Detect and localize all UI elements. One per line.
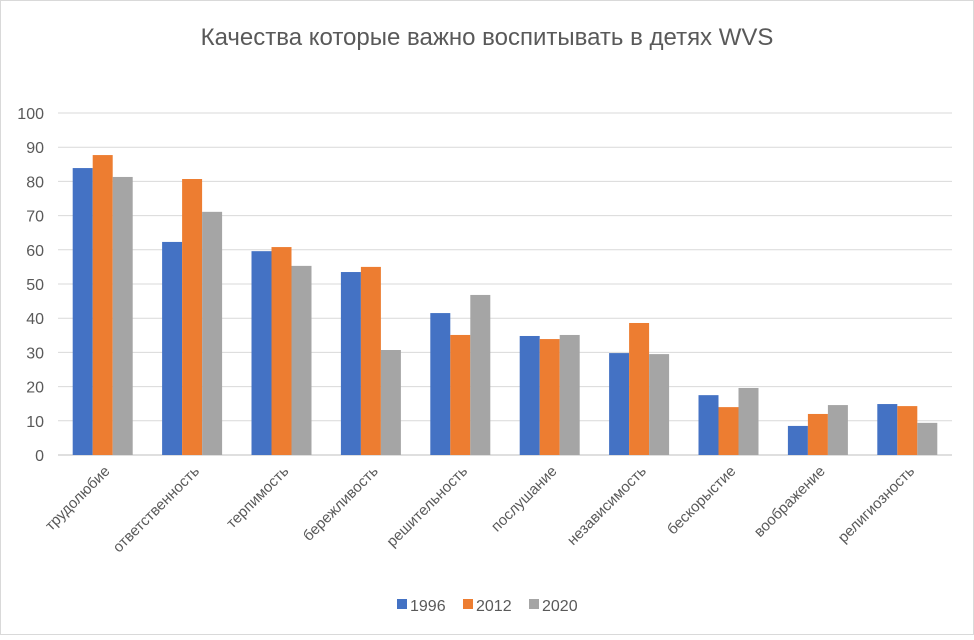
y-tick-label: 60: [26, 243, 44, 260]
bar-2012-3: [360, 266, 381, 455]
bar-1996-7: [698, 395, 719, 455]
y-tick-label: 80: [26, 174, 44, 191]
bar-1996-0: [72, 168, 93, 455]
bar-2020-2: [291, 265, 312, 455]
y-tick-label: 100: [17, 106, 44, 123]
bar-1996-6: [609, 353, 630, 455]
y-tick-label: 50: [26, 277, 44, 294]
y-tick-label: 70: [26, 209, 44, 226]
legend-swatch-2020: [529, 599, 539, 609]
bar-2012-9: [897, 406, 918, 455]
bar-2020-9: [917, 422, 938, 455]
y-tick-label: 40: [26, 311, 44, 328]
bar-2012-4: [450, 334, 471, 455]
bar-2012-5: [539, 339, 560, 455]
bar-2020-7: [738, 387, 759, 455]
bar-1996-5: [519, 335, 540, 455]
legend-swatch-2012: [463, 599, 473, 609]
legend-label-1996: 1996: [410, 598, 446, 615]
bar-2020-4: [470, 294, 491, 455]
bar-2020-8: [827, 405, 848, 455]
legend-swatch-1996: [397, 599, 407, 609]
bar-2020-0: [112, 176, 133, 456]
bar-2012-2: [271, 247, 292, 455]
bar-2012-0: [92, 155, 113, 456]
bar-1996-3: [340, 272, 361, 455]
legend-label-2020: 2020: [542, 598, 578, 615]
chart-title: Качества которые важно воспитывать в дет…: [201, 24, 774, 51]
bar-1996-9: [877, 404, 898, 455]
bar-1996-2: [251, 251, 272, 455]
y-tick-label: 90: [26, 140, 44, 157]
bar-1996-8: [787, 425, 808, 455]
y-tick-label: 20: [26, 380, 44, 397]
bar-2020-6: [649, 354, 670, 455]
bar-1996-4: [430, 313, 451, 455]
y-tick-label: 0: [35, 448, 44, 465]
bar-2020-3: [380, 350, 401, 455]
bar-2020-5: [559, 334, 580, 455]
bar-1996-1: [162, 241, 183, 455]
bar-2012-6: [629, 322, 650, 455]
bar-2012-8: [807, 413, 828, 455]
bar-2012-1: [182, 179, 203, 456]
y-tick-label: 30: [26, 345, 44, 362]
y-tick-label: 10: [26, 414, 44, 431]
bar-2020-1: [202, 211, 223, 455]
legend-label-2012: 2012: [476, 598, 512, 615]
bar-2012-7: [718, 407, 739, 455]
